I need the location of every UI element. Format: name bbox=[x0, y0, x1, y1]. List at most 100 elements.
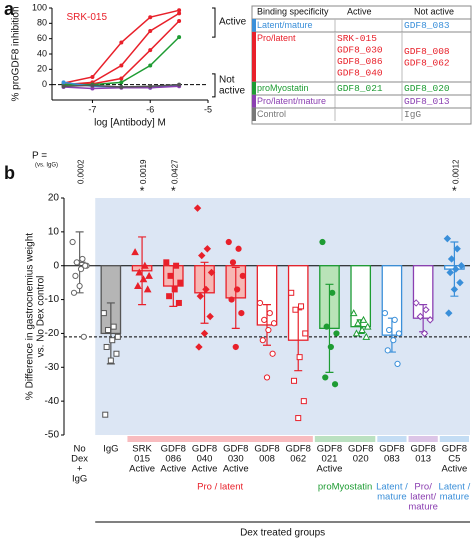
data-point bbox=[177, 82, 182, 87]
x-tick-label: 086 bbox=[165, 454, 181, 465]
data-point bbox=[193, 204, 202, 212]
x-tick-label: C5 bbox=[448, 454, 460, 465]
table-header: Active bbox=[347, 6, 372, 16]
group-band bbox=[127, 436, 313, 442]
group-label: Pro/ bbox=[414, 482, 432, 493]
data-point bbox=[110, 323, 117, 330]
x-tick-label: No bbox=[74, 444, 86, 455]
data-point bbox=[167, 272, 174, 279]
annotation: Active bbox=[219, 16, 247, 27]
y-tick-label: 60 bbox=[37, 33, 47, 43]
y-tick-label: -40 bbox=[45, 396, 60, 407]
x-tick-label: Dex bbox=[71, 454, 88, 465]
x-tick-label: 013 bbox=[415, 454, 431, 465]
data-point bbox=[447, 255, 456, 263]
data-point bbox=[109, 337, 116, 344]
data-point bbox=[323, 323, 330, 330]
x-tick-label: GDF8 bbox=[254, 444, 279, 455]
data-point bbox=[134, 281, 142, 290]
data-point bbox=[119, 84, 124, 89]
data-point bbox=[358, 325, 366, 334]
data-point bbox=[163, 259, 170, 266]
data-point bbox=[232, 343, 239, 351]
x-tick-label: -5 bbox=[204, 104, 212, 114]
x-tick-label: IgG bbox=[72, 474, 87, 485]
data-point bbox=[70, 289, 78, 296]
p-value: 0.0019 bbox=[139, 159, 148, 184]
data-point bbox=[331, 381, 339, 388]
data-point bbox=[256, 299, 264, 307]
data-point bbox=[269, 350, 276, 357]
data-point bbox=[119, 63, 124, 68]
x-tick-label: GDF8 bbox=[192, 444, 217, 455]
error-bar bbox=[263, 304, 271, 346]
row-label: Pro/latent bbox=[257, 33, 296, 43]
data-point bbox=[119, 40, 124, 45]
data-point bbox=[90, 86, 95, 91]
data-point bbox=[322, 374, 329, 381]
row-stripe bbox=[252, 95, 256, 108]
data-point bbox=[446, 268, 454, 277]
significance-star: * bbox=[140, 184, 145, 198]
y-tick-label: 20 bbox=[37, 64, 47, 74]
data-point bbox=[362, 332, 371, 340]
data-point bbox=[171, 286, 178, 293]
data-point bbox=[206, 312, 214, 321]
x-tick-label: 015 bbox=[134, 454, 150, 465]
data-point bbox=[384, 347, 391, 354]
data-point bbox=[202, 285, 210, 294]
antibody: GDF8_062 bbox=[404, 58, 450, 69]
data-point bbox=[177, 19, 182, 24]
data-point bbox=[386, 326, 393, 334]
antibody: GDF8_083 bbox=[404, 20, 450, 31]
data-point bbox=[100, 310, 107, 317]
series-line bbox=[63, 20, 180, 86]
data-point bbox=[238, 310, 245, 317]
group-label: Pro / latent bbox=[197, 482, 243, 493]
y-tick-label: -50 bbox=[45, 430, 60, 441]
data-point bbox=[456, 278, 464, 287]
y-axis-title: % proGDF8 inhibition bbox=[11, 6, 22, 101]
data-point bbox=[77, 266, 85, 273]
data-point bbox=[296, 354, 303, 361]
bracket bbox=[212, 7, 216, 38]
antibody: GDF8_086 bbox=[337, 56, 383, 67]
data-point bbox=[349, 309, 358, 317]
x-tick-label: GDF8 bbox=[317, 444, 342, 455]
annotation: SRK-015 bbox=[66, 12, 107, 23]
antibody: GDF8_021 bbox=[337, 83, 383, 94]
data-point bbox=[102, 411, 109, 418]
data-point bbox=[175, 299, 182, 306]
error-bar bbox=[200, 261, 209, 324]
p-value: 0.0012 bbox=[451, 159, 460, 184]
data-point bbox=[173, 262, 180, 269]
y-tick-label: -10 bbox=[45, 294, 60, 305]
annotation: active bbox=[219, 86, 246, 97]
data-point bbox=[148, 84, 153, 89]
data-point bbox=[105, 327, 112, 334]
data-point bbox=[445, 309, 453, 317]
x-tick-label: Active bbox=[129, 464, 155, 475]
antibody: GDF8_008 bbox=[404, 46, 450, 57]
x-tick-label: SRK bbox=[132, 444, 152, 455]
antibody: GDF8_030 bbox=[337, 45, 383, 56]
data-point bbox=[72, 272, 79, 279]
data-point bbox=[292, 306, 299, 313]
significance-star: * bbox=[171, 184, 176, 198]
data-point bbox=[200, 329, 209, 338]
x-tick-label: 040 bbox=[197, 454, 213, 465]
x-tick-label: GDF8 bbox=[442, 444, 467, 455]
panel-label: b bbox=[4, 163, 15, 183]
data-point bbox=[381, 310, 389, 317]
data-point bbox=[395, 330, 403, 337]
data-point bbox=[352, 329, 361, 337]
y-tick-label: -20 bbox=[45, 328, 60, 339]
data-point bbox=[177, 279, 184, 286]
series-line bbox=[63, 12, 180, 86]
data-point bbox=[391, 316, 398, 323]
data-point bbox=[270, 320, 278, 327]
x-tick-label: + bbox=[77, 464, 83, 475]
data-point bbox=[119, 76, 124, 81]
x-tick-label: 030 bbox=[228, 454, 244, 465]
data-point bbox=[327, 343, 334, 351]
